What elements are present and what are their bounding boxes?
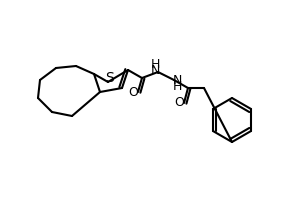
Text: N: N [172,74,182,88]
Text: O: O [128,86,138,98]
Text: H: H [172,80,182,94]
Text: O: O [174,97,184,110]
Text: N: N [150,64,160,77]
Text: S: S [106,71,114,85]
Text: H: H [150,58,160,72]
